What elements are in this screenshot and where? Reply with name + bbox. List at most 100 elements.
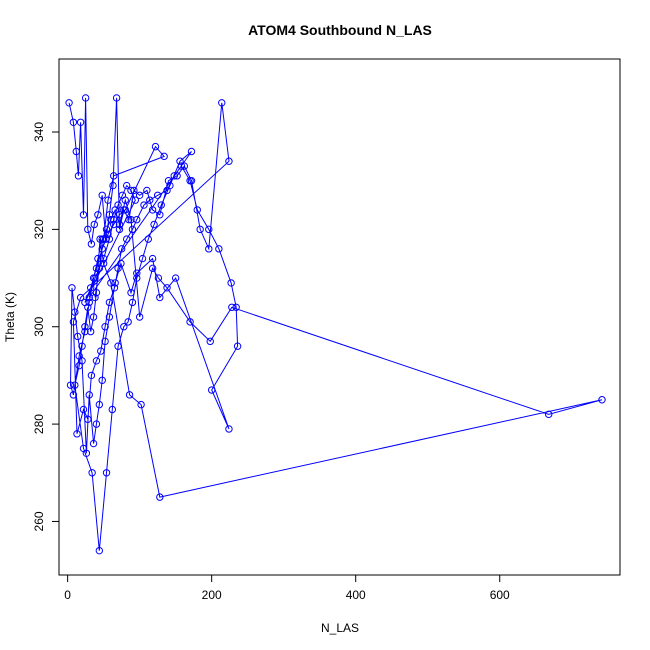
y-axis-label: Theta (K) bbox=[3, 292, 17, 342]
data-point bbox=[69, 318, 78, 326]
data-point bbox=[215, 245, 223, 253]
data-point bbox=[151, 142, 160, 151]
y-tick-label: 280 bbox=[32, 414, 46, 434]
data-point bbox=[84, 415, 92, 423]
y-tick-label: 340 bbox=[32, 122, 46, 142]
data-point bbox=[81, 323, 89, 331]
data-point bbox=[187, 147, 196, 156]
data-point bbox=[233, 342, 242, 350]
data-point bbox=[101, 323, 109, 331]
data-point bbox=[144, 235, 152, 243]
data-point bbox=[133, 274, 141, 282]
data-point bbox=[73, 430, 81, 438]
data-point bbox=[598, 396, 606, 404]
data-point bbox=[228, 303, 236, 311]
data-point bbox=[102, 469, 111, 477]
data-point bbox=[127, 186, 135, 195]
data-point bbox=[104, 230, 112, 238]
data-point bbox=[107, 279, 115, 287]
data-point bbox=[108, 405, 116, 414]
data-point bbox=[75, 352, 83, 360]
data-point bbox=[75, 361, 83, 370]
x-axis-label: N_LAS bbox=[321, 621, 359, 635]
data-point bbox=[92, 420, 101, 428]
data-point bbox=[111, 279, 119, 287]
y-axis: 260 280 300 320 340 bbox=[32, 122, 60, 531]
data-point bbox=[115, 211, 124, 219]
data-point bbox=[99, 235, 108, 243]
x-tick-label: 600 bbox=[490, 588, 510, 602]
data-point bbox=[130, 186, 138, 195]
data-point bbox=[232, 303, 240, 311]
data-point bbox=[177, 162, 186, 170]
data-point bbox=[227, 279, 235, 287]
y-tick-label: 300 bbox=[32, 316, 46, 336]
data-point bbox=[206, 337, 214, 346]
data-point bbox=[92, 357, 101, 365]
data-point bbox=[98, 245, 106, 253]
data-point bbox=[71, 308, 79, 316]
data-point bbox=[156, 293, 164, 302]
data-point bbox=[105, 235, 114, 243]
data-point bbox=[97, 347, 105, 355]
data-point bbox=[148, 254, 157, 263]
data-point bbox=[94, 211, 102, 219]
data-point bbox=[85, 391, 93, 399]
series-line bbox=[68, 97, 603, 551]
data-point bbox=[163, 284, 171, 292]
data-point bbox=[166, 181, 174, 190]
data-point bbox=[85, 298, 93, 307]
data-point bbox=[88, 469, 96, 477]
data-point bbox=[92, 264, 101, 273]
data-point bbox=[115, 225, 124, 234]
data-point bbox=[71, 381, 79, 389]
data-point bbox=[127, 288, 135, 297]
data-point bbox=[186, 176, 194, 185]
data-point bbox=[160, 152, 168, 161]
data-point bbox=[79, 444, 88, 453]
data-point bbox=[98, 376, 106, 384]
data-point bbox=[150, 220, 158, 229]
data-point bbox=[91, 293, 99, 302]
data-point bbox=[122, 235, 131, 243]
data-point bbox=[98, 191, 106, 200]
data-point bbox=[143, 186, 151, 195]
data-point bbox=[81, 327, 89, 336]
data-point bbox=[105, 298, 114, 307]
data-point bbox=[74, 332, 82, 341]
data-point bbox=[92, 288, 101, 297]
data-point bbox=[122, 181, 131, 190]
data-point bbox=[127, 215, 135, 224]
data-point bbox=[173, 172, 181, 180]
plot-area bbox=[65, 94, 606, 555]
data-point bbox=[176, 157, 184, 165]
data-point bbox=[148, 206, 157, 214]
data-point bbox=[112, 94, 121, 102]
data-point bbox=[153, 191, 162, 200]
data-point bbox=[95, 400, 104, 409]
data-point bbox=[170, 172, 178, 180]
data-point bbox=[117, 259, 125, 268]
data-point bbox=[148, 264, 157, 273]
data-point bbox=[74, 172, 83, 180]
data-point bbox=[225, 157, 233, 165]
data-point bbox=[128, 225, 137, 234]
data-point bbox=[81, 298, 89, 307]
x-axis: 0 200 400 600 bbox=[64, 574, 510, 602]
data-point bbox=[95, 546, 104, 555]
data-point bbox=[180, 162, 189, 170]
data-point bbox=[66, 381, 75, 389]
data-point bbox=[196, 225, 204, 234]
data-point bbox=[138, 254, 147, 263]
data-point bbox=[110, 284, 119, 292]
data-point bbox=[114, 201, 122, 209]
data-point bbox=[110, 215, 118, 224]
y-tick-label: 320 bbox=[32, 219, 46, 239]
data-point bbox=[133, 215, 141, 224]
data-point bbox=[146, 196, 154, 204]
data-point bbox=[154, 274, 163, 282]
data-point bbox=[99, 254, 108, 263]
data-point bbox=[76, 118, 85, 126]
data-point bbox=[156, 493, 164, 501]
